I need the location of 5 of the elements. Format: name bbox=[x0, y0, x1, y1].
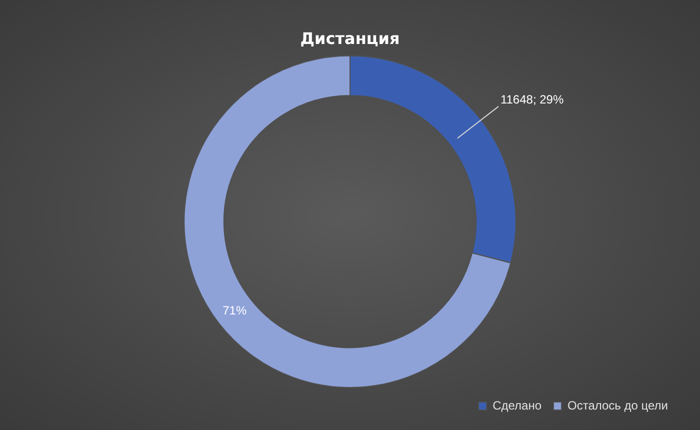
chart-title: Дистанция bbox=[300, 28, 400, 48]
legend-label: Осталось до цели bbox=[568, 398, 668, 412]
data-label: 71% bbox=[222, 303, 247, 318]
legend-label: Сделано bbox=[492, 398, 542, 412]
data-label: 11648; 29% bbox=[500, 92, 564, 107]
